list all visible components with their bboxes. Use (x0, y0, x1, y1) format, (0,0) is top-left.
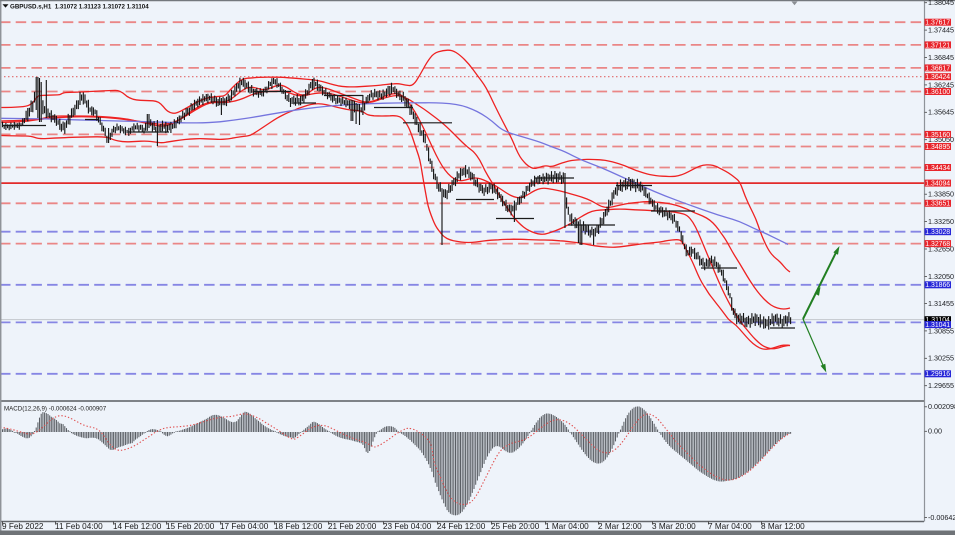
svg-text:1.32650: 1.32650 (928, 244, 954, 253)
svg-text:8 Mar 12:00: 8 Mar 12:00 (761, 522, 805, 531)
svg-text:0.002098: 0.002098 (928, 402, 955, 411)
svg-text:1.35050: 1.35050 (928, 135, 954, 144)
svg-text:1.36845: 1.36845 (928, 53, 954, 62)
svg-text:1.37121: 1.37121 (925, 42, 950, 49)
svg-text:17 Feb 04:00: 17 Feb 04:00 (220, 522, 269, 531)
svg-text:0.00: 0.00 (928, 427, 942, 436)
svg-text:1.31104: 1.31104 (925, 317, 950, 324)
svg-text:1.36100: 1.36100 (925, 89, 950, 96)
svg-text:1.29655: 1.29655 (928, 381, 954, 390)
svg-text:1.32768: 1.32768 (925, 241, 950, 248)
svg-text:1.36617: 1.36617 (925, 65, 950, 72)
svg-text:23 Feb 04:00: 23 Feb 04:00 (383, 522, 432, 531)
svg-text:MACD(12,26,9) -0.000624 -0.000: MACD(12,26,9) -0.000624 -0.000907 (4, 405, 107, 412)
svg-text:1.31041: 1.31041 (925, 322, 950, 329)
svg-text:1.34895: 1.34895 (925, 144, 950, 151)
svg-text:1.36424: 1.36424 (925, 74, 950, 81)
svg-text:1.37617: 1.37617 (925, 20, 950, 27)
svg-text:18 Feb 12:00: 18 Feb 12:00 (274, 522, 323, 531)
svg-text:1.31455: 1.31455 (928, 299, 954, 308)
svg-text:1.34434: 1.34434 (925, 165, 950, 172)
svg-text:1.32050: 1.32050 (928, 272, 954, 281)
svg-text:1.31866: 1.31866 (925, 282, 950, 289)
svg-text:3 Mar 20:00: 3 Mar 20:00 (652, 522, 696, 531)
svg-text:21 Feb 20:00: 21 Feb 20:00 (328, 522, 377, 531)
svg-text:1.33850: 1.33850 (928, 190, 954, 199)
svg-text:GBPUSD.s,H1 1.31072 1.31123 1: GBPUSD.s,H1 1.31072 1.31123 1.31072 1.31… (10, 4, 149, 11)
svg-text:1.33250: 1.33250 (928, 217, 954, 226)
svg-text:9 Feb 2022: 9 Feb 2022 (2, 522, 44, 531)
svg-text:15 Feb 20:00: 15 Feb 20:00 (166, 522, 215, 531)
svg-text:1.30855: 1.30855 (928, 326, 954, 335)
svg-text:1.29916: 1.29916 (925, 371, 950, 378)
svg-text:1.33028: 1.33028 (925, 229, 950, 236)
svg-text:1.35160: 1.35160 (925, 132, 950, 139)
svg-text:24 Feb 12:00: 24 Feb 12:00 (437, 522, 486, 531)
svg-text:1.33651: 1.33651 (925, 201, 950, 208)
svg-text:1.36245: 1.36245 (928, 80, 954, 89)
svg-text:14 Feb 12:00: 14 Feb 12:00 (113, 522, 162, 531)
svg-text:1.35645: 1.35645 (928, 108, 954, 117)
svg-text:1.38045: 1.38045 (928, 0, 954, 7)
svg-text:1.37445: 1.37445 (928, 26, 954, 35)
svg-text:1.30255: 1.30255 (928, 354, 954, 363)
svg-text:2 Mar 12:00: 2 Mar 12:00 (598, 522, 642, 531)
svg-text:1 Mar 04:00: 1 Mar 04:00 (545, 522, 589, 531)
svg-text:25 Feb 20:00: 25 Feb 20:00 (491, 522, 540, 531)
svg-text:7 Mar 04:00: 7 Mar 04:00 (708, 522, 752, 531)
svg-text:1.34094: 1.34094 (925, 181, 950, 188)
svg-text:11 Feb 04:00: 11 Feb 04:00 (55, 522, 103, 531)
